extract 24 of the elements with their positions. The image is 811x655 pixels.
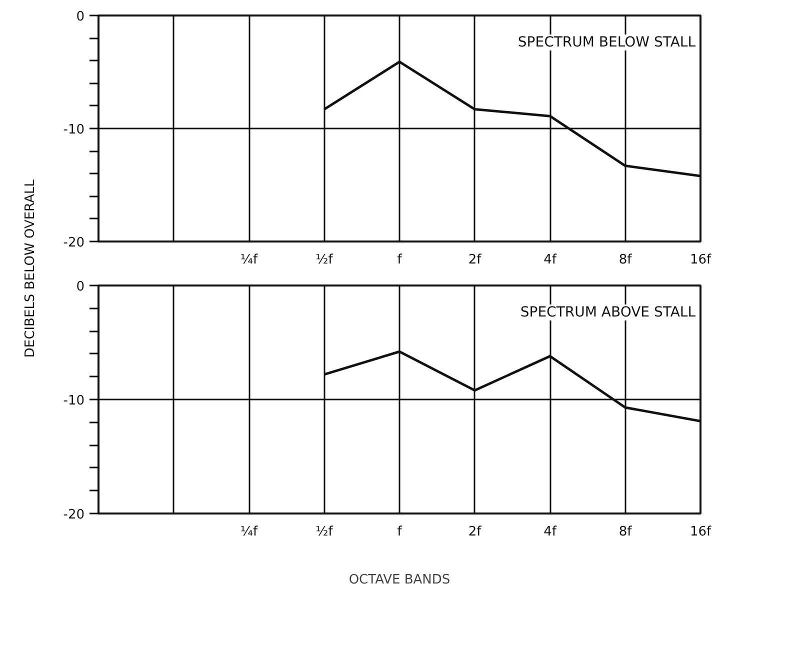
x-tick-label: 16f — [690, 252, 712, 268]
x-tick-label: 4f — [544, 252, 557, 268]
y-tick-label: -20 — [63, 508, 84, 522]
x-tick-label: 8f — [618, 252, 632, 268]
y-tick-label: 0 — [76, 280, 85, 294]
x-tick-label: 2f — [468, 524, 482, 540]
x-axis-title: OCTAVE BANDS — [348, 572, 450, 588]
x-tick-label: ¼f — [240, 252, 258, 268]
text: SPECTRUM ABOVE STALL — [520, 304, 696, 320]
text: SPECTRUM BELOW STALL — [518, 34, 696, 50]
y-axis-title: DECIBELS BELOW OVERALL — [23, 178, 38, 358]
x-tick-label: ¼f — [240, 524, 258, 540]
x-tick-label: 4f — [544, 524, 557, 540]
y-tick-label: 0 — [76, 10, 85, 24]
x-tick-label: f — [397, 524, 402, 540]
x-tick-label: ½f — [316, 524, 334, 540]
y-tick-label: -20 — [63, 236, 84, 250]
x-tick-label: 8f — [618, 524, 632, 540]
x-tick-label: f — [397, 252, 402, 268]
x-tick-label: 2f — [468, 252, 482, 268]
y-tick-label: -10 — [63, 394, 84, 408]
x-tick-label: 16f — [690, 524, 712, 540]
y-tick-label: -10 — [63, 122, 84, 138]
x-tick-label: ½f — [316, 252, 334, 268]
